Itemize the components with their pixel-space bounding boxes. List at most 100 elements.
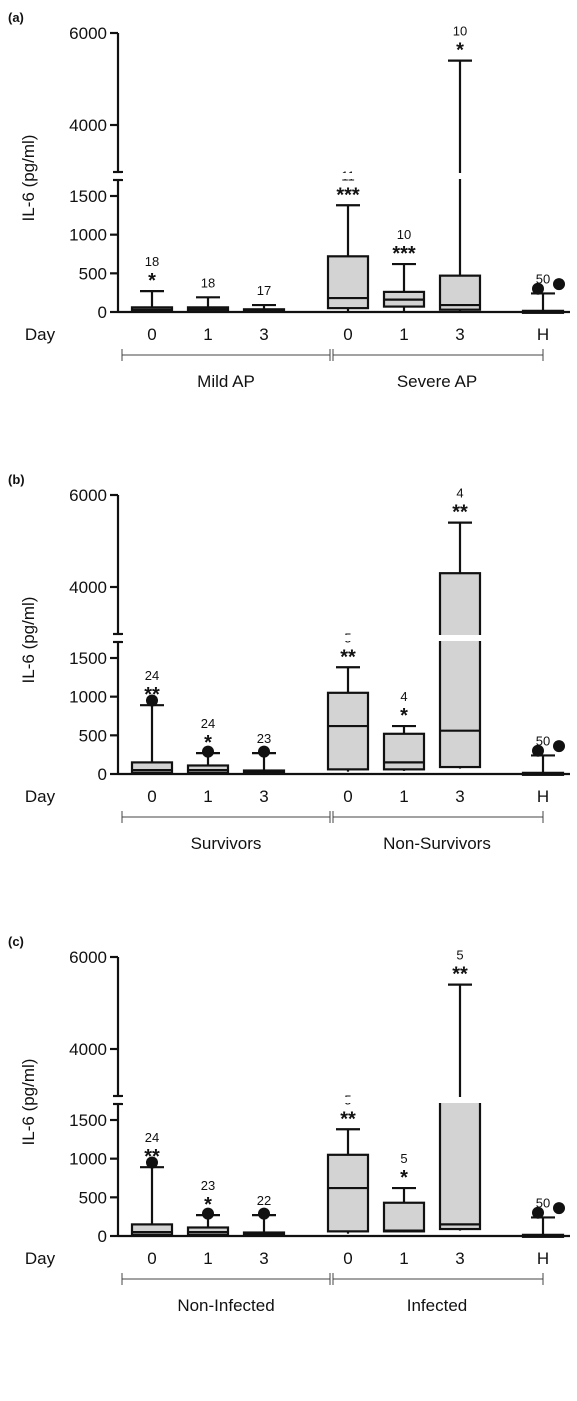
- box: [382, 1201, 426, 1233]
- box-group: *10 3: [438, 24, 482, 344]
- significance-label: **: [340, 646, 356, 668]
- x-tick-label: 0: [343, 1249, 352, 1268]
- x-tick-label: 1: [399, 787, 408, 806]
- group-label: Severe AP: [397, 372, 477, 391]
- axis-break-gap: [122, 1097, 574, 1103]
- box-group: *18 0: [130, 254, 174, 344]
- box: [438, 572, 482, 769]
- x-tick-label: H: [537, 1249, 549, 1268]
- n-label: 50: [536, 733, 550, 748]
- n-label: 24: [201, 716, 215, 731]
- box: [326, 255, 370, 310]
- box-group: 50 H: [521, 271, 565, 344]
- y-tick-label: 1500: [69, 649, 107, 668]
- x-tick-label: 1: [399, 325, 408, 344]
- group-label: Non-Survivors: [383, 834, 491, 853]
- significance-label: **: [452, 964, 468, 986]
- y-tick-label: 1500: [69, 187, 107, 206]
- box-group: ***110: [326, 168, 370, 344]
- n-label: 50: [536, 1195, 550, 1210]
- box-group: **50: [326, 630, 370, 806]
- outlier-point: [146, 1156, 158, 1169]
- n-label: 4: [400, 689, 407, 704]
- x-tick-label: 0: [147, 787, 156, 806]
- y-tick-label: 4000: [69, 1040, 107, 1059]
- x-axis-label: Day: [25, 787, 56, 806]
- x-axis-label: Day: [25, 325, 56, 344]
- y-tick-label: 1500: [69, 1111, 107, 1130]
- significance-label: *: [204, 1194, 212, 1216]
- box-group: ***10 1: [382, 227, 426, 344]
- y-tick-label: 500: [79, 1188, 107, 1207]
- outlier-point: [202, 1207, 214, 1220]
- outlier-point: [532, 744, 544, 757]
- significance-label: **: [340, 1108, 356, 1130]
- x-tick-label: 1: [203, 1249, 212, 1268]
- significance-label: *: [400, 705, 408, 727]
- y-tick-label: 1000: [69, 226, 107, 245]
- y-tick-label: 0: [98, 303, 107, 322]
- significance-label: ***: [392, 243, 416, 265]
- y-tick-label: 6000: [69, 486, 107, 505]
- y-axis-label: IL-6 (pg/ml): [19, 1059, 38, 1146]
- significance-label: *: [204, 732, 212, 754]
- outlier-point: [258, 1207, 270, 1220]
- significance-label: *: [400, 1167, 408, 1189]
- x-axis-label: Day: [25, 1249, 56, 1268]
- n-label: 4: [456, 486, 463, 501]
- x-tick-label: 3: [259, 1249, 268, 1268]
- n-label: 18: [145, 254, 159, 269]
- y-tick-label: 4000: [69, 578, 107, 597]
- outlier-point: [553, 278, 565, 291]
- n-label: 18: [201, 275, 215, 290]
- x-tick-label: 3: [455, 787, 464, 806]
- outlier-point: [553, 740, 565, 753]
- panel-label: (a): [8, 10, 24, 25]
- box-group: 22 3: [242, 1193, 286, 1268]
- outlier-point: [532, 282, 544, 295]
- box-group: *4 1: [382, 689, 426, 806]
- box: [130, 761, 174, 774]
- panel-label: (c): [8, 934, 24, 949]
- n-label: 24: [145, 668, 159, 683]
- y-tick-label: 1000: [69, 688, 107, 707]
- panel-label: (b): [8, 472, 25, 487]
- significance-label: **: [452, 502, 468, 524]
- y-tick-label: 0: [98, 1227, 107, 1246]
- box-group: 18 1: [186, 275, 230, 344]
- y-tick-label: 500: [79, 726, 107, 745]
- n-label: 24: [145, 1130, 159, 1145]
- significance-label: *: [148, 270, 156, 292]
- box: [438, 1098, 482, 1231]
- box: [382, 732, 426, 771]
- box: [326, 1153, 370, 1233]
- x-tick-label: 1: [399, 1249, 408, 1268]
- x-tick-label: 0: [147, 325, 156, 344]
- x-tick-label: 3: [455, 325, 464, 344]
- box-group: 17 3: [242, 283, 286, 344]
- box-group: *23 1: [186, 1178, 230, 1268]
- n-label: 23: [201, 1178, 215, 1193]
- box-group: 23 3: [242, 731, 286, 806]
- outlier-point: [553, 1202, 565, 1215]
- box-group: **24 0: [130, 668, 174, 806]
- significance-label: **: [144, 684, 160, 706]
- axis-break-gap: [122, 173, 574, 179]
- outlier-point: [202, 745, 214, 758]
- significance-label: ***: [336, 184, 360, 206]
- n-label: 22: [257, 1193, 271, 1208]
- y-tick-label: 4000: [69, 116, 107, 135]
- n-label: 23: [257, 731, 271, 746]
- x-tick-label: 0: [343, 325, 352, 344]
- box-group: **50: [326, 1092, 370, 1268]
- outlier-point: [146, 694, 158, 707]
- box: [130, 1223, 174, 1236]
- box-group: *24 1: [186, 716, 230, 806]
- box: [326, 691, 370, 771]
- group-label: Survivors: [191, 834, 262, 853]
- x-tick-label: 3: [259, 787, 268, 806]
- significance-label: **: [144, 1146, 160, 1168]
